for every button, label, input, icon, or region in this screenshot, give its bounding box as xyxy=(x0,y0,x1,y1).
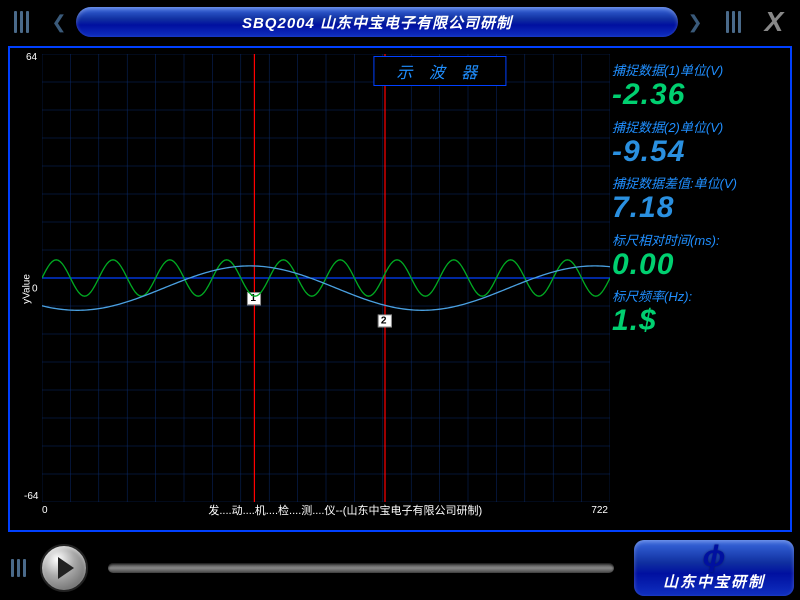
readout-value: 1.$ xyxy=(612,305,786,337)
readout-value: 7.18 xyxy=(612,192,786,224)
readout-value: -2.36 xyxy=(612,79,786,111)
x-tick-right: 722 xyxy=(591,505,608,516)
brand-logo-icon: ϕ xyxy=(703,540,726,574)
readout-value: -9.54 xyxy=(612,136,786,168)
cursor-marker[interactable]: 2 xyxy=(378,314,392,327)
header-bar: ❮ SBQ2004 山东中宝电子有限公司研制 ❯ X xyxy=(0,4,800,40)
y-tick-mid: 0 xyxy=(32,284,38,295)
grip-bottom-icon xyxy=(6,554,30,582)
play-icon xyxy=(58,557,74,579)
readout-label: 捕捉数据(2)单位(V) xyxy=(612,117,786,136)
x-axis-caption: 发....动....机....检....测....仪--(山东中宝电子有限公司研… xyxy=(208,502,482,518)
title-pill: SBQ2004 山东中宝电子有限公司研制 xyxy=(76,7,678,37)
readout-label: 标尺频率(Hz): xyxy=(612,286,786,305)
y-tick-bot: -64 xyxy=(24,491,38,502)
readout-value: 0.00 xyxy=(612,249,786,281)
brand-text: 山东中宝研制 xyxy=(663,571,765,592)
oscilloscope-svg: 12 xyxy=(42,54,610,502)
readout-label: 标尺相对时间(ms): xyxy=(612,230,786,249)
chevron-right-icon: ❯ xyxy=(680,12,710,32)
readout-panel: 捕捉数据(1)单位(V)-2.36 捕捉数据(2)单位(V)-9.54 捕捉数据差值… xyxy=(612,54,786,337)
y-axis-label: yValue xyxy=(21,274,32,304)
progress-slider[interactable] xyxy=(108,563,614,573)
grip-right-icon xyxy=(718,8,748,36)
readout-label: 捕捉数据(1)单位(V) xyxy=(612,60,786,79)
play-button[interactable] xyxy=(40,544,88,592)
close-button[interactable]: X xyxy=(754,5,794,39)
oscilloscope-plot[interactable]: 12 xyxy=(42,54,610,502)
footer-bar: ϕ 山东中宝研制 xyxy=(0,536,800,600)
readout-label: 捕捉数据差值:单位(V) xyxy=(612,173,786,192)
oscilloscope-title: 示 波 器 xyxy=(373,56,506,86)
app-title: SBQ2004 山东中宝电子有限公司研制 xyxy=(242,12,512,33)
x-tick-left: 0 xyxy=(42,505,48,516)
oscilloscope-frame: yValue 64 0 -64 0 722 发....动....机....检..… xyxy=(8,46,792,532)
brand-panel: ϕ 山东中宝研制 xyxy=(634,540,794,596)
grip-left-icon xyxy=(6,8,36,36)
y-tick-top: 64 xyxy=(26,52,37,63)
chevron-left-icon: ❮ xyxy=(44,12,74,32)
